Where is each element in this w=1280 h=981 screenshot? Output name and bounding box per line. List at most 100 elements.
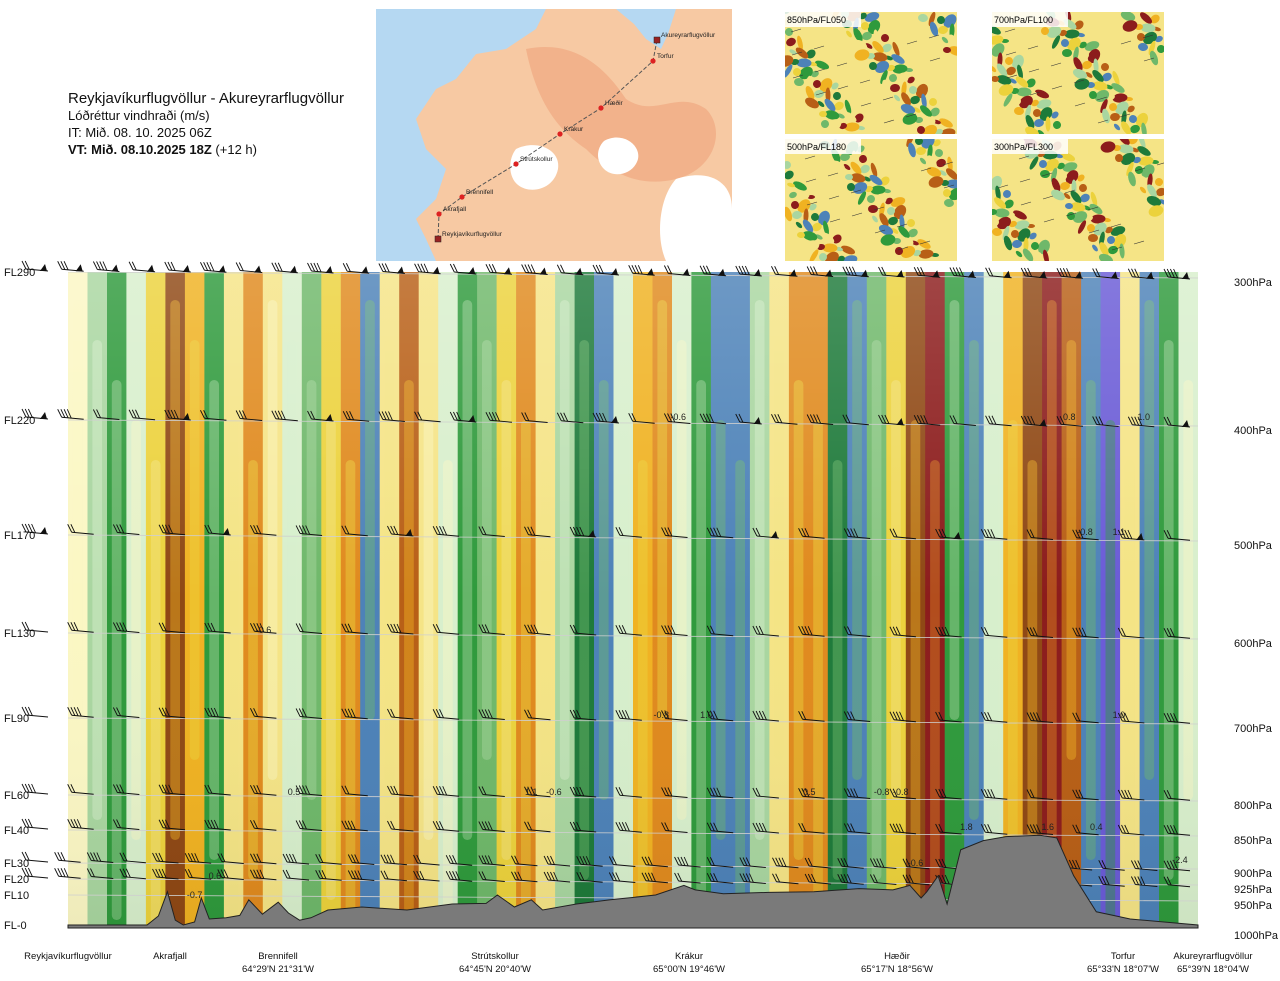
mini-map-850: 850hPa/FL050 [785, 12, 957, 134]
wind-barb [204, 524, 231, 536]
wind-barb [387, 623, 414, 635]
wind-barb [21, 706, 49, 718]
wind-barb [889, 711, 916, 723]
wind-barb [204, 784, 231, 796]
contour-label: 0.6 [209, 871, 222, 881]
station-name: Akrafjall [153, 951, 187, 962]
wind-barb [771, 414, 798, 425]
contour-label: -0.6 [256, 625, 272, 635]
wind-barb [837, 858, 864, 869]
route-map: Reykjavíkurflugvöllur Akrafjall Brennifell… [376, 9, 732, 261]
wind-barb [706, 873, 734, 884]
route-title: Reykjavíkurflugvöllur - Akureyrarflugvöl… [68, 90, 344, 107]
wind-barb [524, 526, 551, 538]
contour-label: -0.8 [874, 787, 890, 797]
wind-barb [798, 788, 825, 799]
wind-barb [1117, 824, 1145, 836]
wind-barb [806, 266, 834, 277]
pressure-label: 300hPa [1234, 277, 1273, 289]
contour-label: 0.8 [1063, 412, 1076, 422]
flight-level-label: FL290 [4, 267, 35, 279]
wind-barb [641, 872, 668, 884]
wind-barb [414, 411, 441, 423]
wind-barb [54, 868, 81, 879]
wind-barb [1163, 876, 1191, 888]
pressure-axis: 300hPa 400hPa 500hPa 600hPa 700hPa 800hPa 850h… [1234, 277, 1279, 942]
station-coord: 65°17'N 18°56'W [861, 964, 933, 975]
wind-barb [699, 265, 727, 277]
wind-barb [706, 710, 734, 722]
flight-level-label: FL170 [4, 530, 35, 542]
wind-barb [569, 821, 597, 833]
wind-barb [1163, 713, 1191, 724]
wind-barb [935, 528, 962, 540]
wind-barb [615, 710, 642, 721]
wind-barb [158, 784, 186, 796]
wind-barb [217, 869, 244, 880]
wind-barb [615, 527, 642, 538]
wind-barb [449, 411, 477, 423]
wind-barb [112, 784, 140, 795]
contour-label: -0.8 [893, 787, 909, 797]
station-coord: 65°39'N 18°04'W [1177, 964, 1249, 975]
map-waypoint-label: Brennifell [466, 189, 494, 196]
wind-barb [295, 820, 323, 831]
wind-barb [674, 856, 701, 868]
wind-barb [608, 856, 636, 867]
mini-map-field [785, 139, 957, 261]
map-highland [526, 47, 716, 182]
wind-barb [347, 870, 375, 881]
wind-barb [478, 871, 505, 882]
wind-barb [21, 851, 49, 863]
wind-barb [307, 262, 334, 274]
wind-barb [556, 412, 584, 424]
wind-barb [112, 622, 140, 633]
wind-barb [1163, 825, 1191, 836]
contour-label: 1.0 [1113, 710, 1126, 720]
wind-barb [706, 527, 734, 539]
wind-barb [478, 709, 505, 720]
wind-barb [200, 410, 227, 421]
wind-barb [380, 870, 407, 882]
valid-time: VT: Mið. 08.10.2025 18Z (+12 h) [68, 141, 344, 158]
wind-barb [57, 261, 84, 272]
wind-barb [706, 787, 734, 799]
wind-barb [615, 787, 642, 798]
wind-barb [478, 821, 505, 832]
mini-map-label: 500hPa/FL180 [787, 142, 846, 152]
wind-barb [249, 708, 277, 719]
map-waypoint-marker [557, 131, 563, 137]
wind-barb [249, 525, 277, 536]
wind-barb [387, 785, 414, 797]
wind-barb [592, 264, 620, 276]
wind-barb [576, 856, 603, 867]
pressure-label: 850hPa [1234, 835, 1273, 847]
contour-label: 1.6 [1041, 822, 1054, 832]
mini-map-field [992, 12, 1164, 134]
level-line [68, 632, 1198, 640]
wind-barb [1117, 529, 1145, 541]
wind-barb [164, 409, 191, 421]
station-coord: 64°45'N 20°40'W [459, 964, 531, 975]
wind-barb [67, 622, 94, 633]
pressure-label: 800hPa [1234, 800, 1273, 812]
wind-barb [119, 852, 146, 864]
wind-barb [341, 785, 368, 797]
wind-barb [878, 266, 905, 278]
wind-barb [1163, 530, 1191, 541]
pressure-label: 400hPa [1234, 425, 1273, 437]
wind-barb [935, 823, 962, 835]
wind-barb [1072, 789, 1099, 801]
wind-barb [387, 820, 414, 832]
contour-label: 0.5 [288, 787, 301, 797]
mini-map-field [785, 12, 957, 134]
terrain-profile [67, 834, 1199, 929]
station-name: Torfur [1111, 951, 1135, 962]
wind-barb [569, 709, 597, 721]
variable-title: Lóðréttur vindhraði (m/s) [68, 108, 210, 123]
field-shading [68, 272, 1198, 925]
wind-barb [432, 709, 460, 720]
wind-barb [949, 267, 976, 278]
wind-barb [1020, 267, 1048, 279]
wind-barb [158, 524, 186, 536]
